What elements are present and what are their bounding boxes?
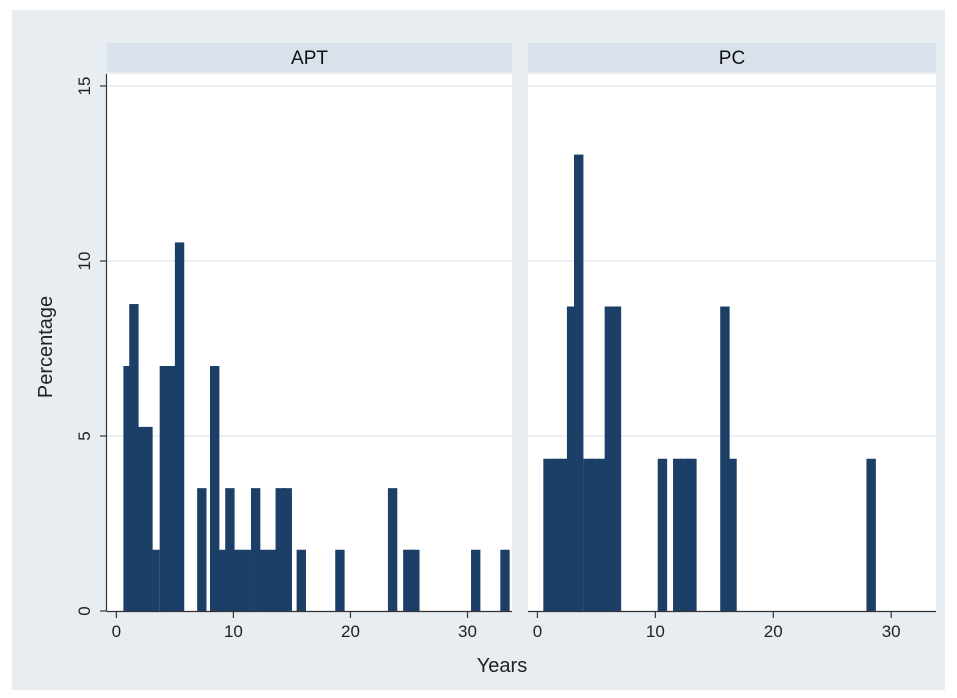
bar-apt-21 [387,488,398,611]
bar-apt-16 [267,549,277,611]
bar-pc-1 [551,458,562,611]
bar-apt-11 [225,488,235,611]
bar-apt-2 [136,426,146,611]
bar-pc-5 [583,458,593,611]
x-tick-label-pc-0: 0 [533,622,542,641]
bar-apt-12 [233,549,243,611]
bar-apt-1 [129,304,139,611]
bar-apt-14 [250,488,261,611]
bar-apt-9 [210,366,220,611]
bar-pc-2 [559,458,570,611]
bar-pc-11 [673,458,683,611]
bar-apt-22 [403,549,413,611]
bar-pc-15 [727,458,737,611]
bar-pc-16 [866,458,876,611]
panels-layer: APT 0 10 20 30 0 5 10 15 PC 0 10 20 30 [75,43,936,641]
panel-title-apt: APT [291,48,328,69]
bar-pc-0 [543,458,553,611]
bar-pc-13 [687,458,697,611]
bar-apt-15 [259,549,269,611]
bar-pc-12 [680,458,690,611]
bar-apt-23 [410,549,420,611]
bar-apt-8 [197,488,207,611]
bar-pc-6 [590,458,600,611]
x-tick-label-apt-10: 10 [224,622,243,641]
y-tick-label-15: 15 [75,77,94,96]
x-tick-label-pc-30: 30 [882,622,901,641]
x-tick-label-apt-20: 20 [341,622,360,641]
y-axis-title: Percentage [35,296,57,398]
bar-pc-3 [566,306,577,611]
bar-pc-14 [720,306,730,611]
x-tick-label-apt-30: 30 [458,622,477,641]
bar-pc-10 [657,458,668,611]
bar-apt-5 [159,366,170,611]
bar-pc-7 [597,458,608,611]
y-tick-label-10: 10 [75,252,94,271]
panel-strip-pc [528,43,936,72]
x-axis-title: Years [477,655,527,677]
bar-apt-20 [335,549,345,611]
bar-pc-4 [573,154,584,611]
bar-apt-24 [471,549,481,611]
bar-apt-4 [150,549,160,611]
bar-apt-17 [275,488,285,611]
panel-strip-apt [107,43,512,72]
panel-pc: PC 0 10 20 30 [528,43,936,641]
bar-apt-18 [282,488,292,611]
bar-apt-13 [241,549,251,611]
bar-pc-9 [611,306,622,611]
bar-apt-19 [296,549,306,611]
bar-apt-0 [123,366,133,611]
x-tick-label-pc-10: 10 [646,622,665,641]
bar-apt-6 [167,366,178,611]
y-tick-label-0: 0 [75,606,94,615]
bar-apt-10 [217,549,227,611]
panel-title-pc: PC [719,48,745,69]
bar-apt-3 [143,426,153,611]
bar-pc-8 [604,306,615,611]
bar-apt-7 [174,242,185,611]
x-tick-label-pc-20: 20 [764,622,783,641]
y-tick-label-5: 5 [75,431,94,440]
bar-apt-25 [500,549,510,611]
x-tick-label-apt-0: 0 [112,622,121,641]
panel-apt: APT 0 10 20 30 0 5 10 15 [75,43,512,641]
